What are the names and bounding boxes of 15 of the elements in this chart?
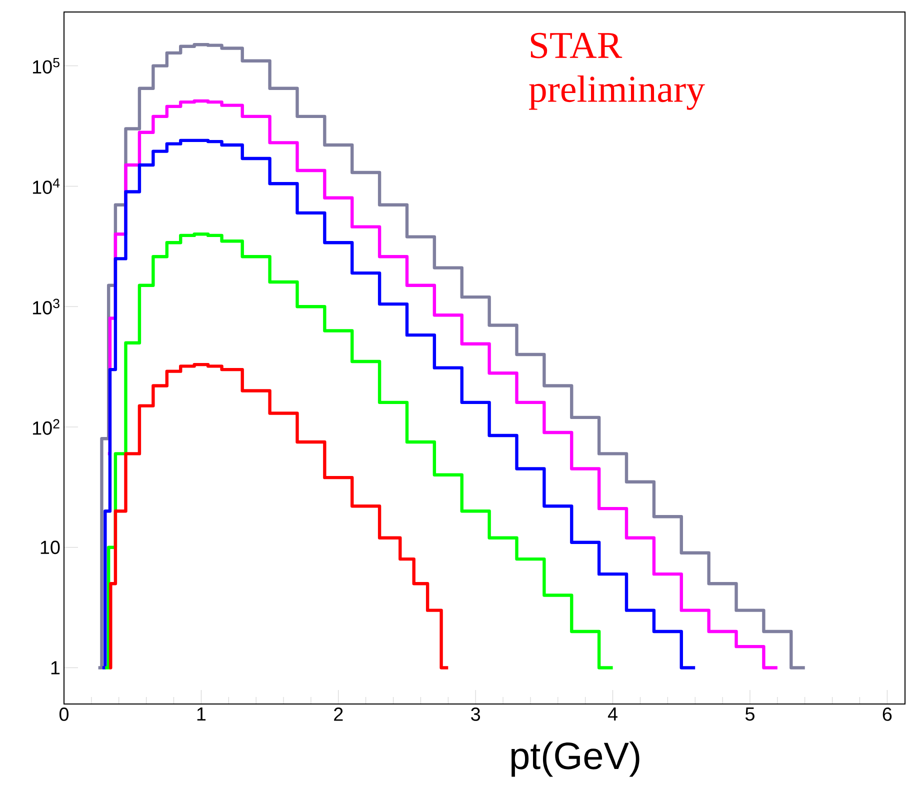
y-tick-label: 10$^{2}$ [32, 419, 60, 435]
y-tick-label: 1 [51, 661, 60, 674]
annotation: STAR preliminary [529, 32, 705, 110]
x-tick-label: 6 [882, 708, 892, 721]
x-tick-label: 3 [471, 708, 480, 721]
y-tick-label: 10$^{4}$ [32, 178, 60, 194]
x-tick-label: 1 [197, 708, 206, 721]
x-axis-title: pt(GeV) [512, 742, 640, 777]
x-tick-label: 2 [334, 708, 343, 721]
x-tick-label: 0 [59, 708, 69, 721]
y-tick-label: 10$^{5}$ [32, 58, 60, 74]
y-tick-label: 10 [40, 540, 60, 554]
x-tick-label: 5 [745, 708, 754, 721]
y-tick-label: 10$^{3}$ [32, 298, 60, 314]
x-tick-label: 4 [608, 708, 618, 721]
